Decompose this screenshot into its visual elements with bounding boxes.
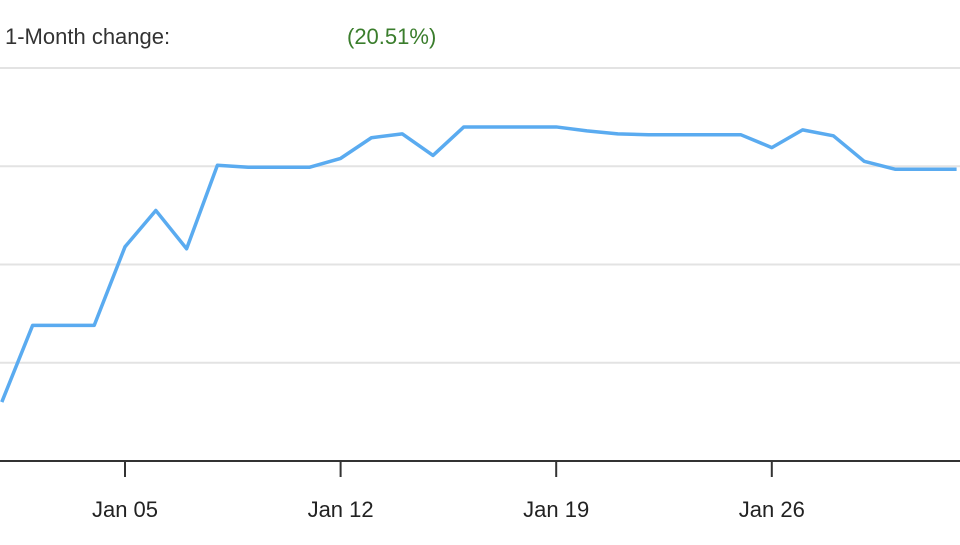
x-tick-label: Jan 19 <box>523 497 589 522</box>
change-label: 1-Month change: <box>5 24 170 49</box>
change-value: (20.51%) <box>347 24 436 49</box>
x-tick-label: Jan 12 <box>308 497 374 522</box>
x-tick-label: Jan 26 <box>739 497 805 522</box>
line-series <box>0 125 957 403</box>
x-tick-label: Jan 05 <box>92 497 158 522</box>
